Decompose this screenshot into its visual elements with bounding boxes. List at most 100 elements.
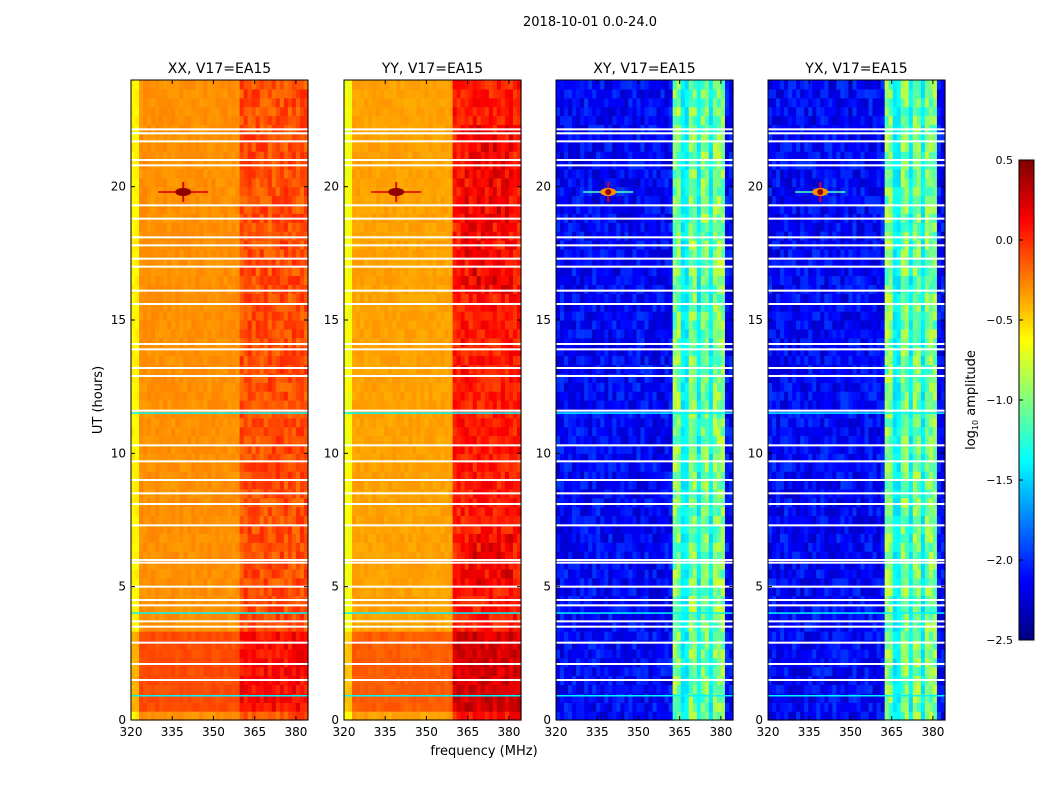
heatmap-cell [344, 711, 349, 720]
heatmap-cell [179, 320, 184, 329]
heatmap-cell [280, 98, 285, 107]
heatmap-cell [195, 569, 200, 578]
heatmap-cell [207, 693, 212, 702]
heatmap-cell [404, 338, 409, 347]
heatmap-cell [135, 658, 140, 667]
heatmap-cell [276, 284, 281, 293]
heatmap-cell [441, 569, 446, 578]
heatmap-cell [224, 231, 229, 240]
heatmap-cell [207, 667, 212, 676]
heatmap-cell [151, 382, 156, 391]
heatmap-cell [276, 507, 281, 516]
heatmap-cell [244, 684, 249, 693]
heatmap-cell [211, 320, 216, 329]
heatmap-cell [356, 356, 361, 365]
heatmap-cell [135, 364, 140, 373]
heatmap-cell [211, 284, 216, 293]
heatmap-cell [300, 631, 305, 640]
heatmap-cell [203, 436, 208, 445]
heatmap-cell [268, 498, 273, 507]
heatmap-cell [360, 480, 365, 489]
heatmap-cell [183, 560, 188, 569]
heatmap-cell [296, 373, 301, 382]
heatmap-cell [256, 356, 261, 365]
heatmap-cell [380, 542, 385, 551]
heatmap-cell [179, 116, 184, 125]
heatmap-cell [131, 373, 136, 382]
heatmap-cell [416, 338, 421, 347]
heatmap-cell [236, 284, 241, 293]
heatmap-cell [167, 98, 172, 107]
heatmap-cell [300, 667, 305, 676]
heatmap-cell [163, 640, 168, 649]
heatmap-cell [376, 462, 381, 471]
heatmap-cell [135, 400, 140, 409]
heatmap-cell [296, 498, 301, 507]
heatmap-cell [428, 569, 433, 578]
heatmap-cell [252, 631, 257, 640]
heatmap-cell [215, 187, 220, 196]
heatmap-cell [151, 658, 156, 667]
heatmap-cell [135, 107, 140, 116]
heatmap-cell [356, 427, 361, 436]
heatmap-cell [155, 329, 160, 338]
heatmap-cell [356, 338, 361, 347]
heatmap-cell [236, 427, 241, 436]
heatmap-cell [175, 507, 180, 516]
heatmap-cell [183, 284, 188, 293]
heatmap-cell [296, 320, 301, 329]
heatmap-cell [416, 320, 421, 329]
heatmap-cell [388, 693, 393, 702]
heatmap-cell [147, 293, 152, 302]
heatmap-cell [155, 356, 160, 365]
heatmap-cell [228, 542, 233, 551]
flagged-row [131, 562, 308, 564]
heatmap-cell [296, 311, 301, 320]
heatmap-cell [215, 329, 220, 338]
heatmap-cell [376, 116, 381, 125]
heatmap-cell [380, 364, 385, 373]
heatmap-cell [360, 533, 365, 542]
heatmap-cell [396, 480, 401, 489]
heatmap-cell [412, 693, 417, 702]
heatmap-cell [211, 276, 216, 285]
heatmap-cell [191, 222, 196, 231]
heatmap-cell [428, 436, 433, 445]
heatmap-cell [428, 542, 433, 551]
heatmap-cell [408, 542, 413, 551]
heatmap-cell [252, 187, 257, 196]
heatmap-cell [392, 702, 397, 711]
heatmap-cell [408, 533, 413, 542]
heatmap-cell [424, 418, 429, 427]
heatmap-cell [272, 187, 277, 196]
heatmap-cell [376, 169, 381, 178]
heatmap-cell [364, 640, 369, 649]
heatmap-cell [352, 427, 357, 436]
heatmap-cell [139, 382, 144, 391]
heatmap-cell [135, 169, 140, 178]
heatmap-cell [252, 693, 257, 702]
heatmap-cell [195, 436, 200, 445]
heatmap-cell [244, 427, 249, 436]
heatmap-cell [284, 658, 289, 667]
heatmap-cell [256, 427, 261, 436]
heatmap-cell [256, 418, 261, 427]
heatmap-cell [240, 427, 245, 436]
heatmap-cell [175, 693, 180, 702]
heatmap-cell [187, 702, 192, 711]
heatmap-cell [384, 658, 389, 667]
heatmap-cell [199, 542, 204, 551]
heatmap-cell [151, 196, 156, 205]
heatmap-cell [364, 702, 369, 711]
heatmap-cell [240, 649, 245, 658]
heatmap-cell [171, 516, 176, 525]
heatmap-cell [179, 267, 184, 276]
heatmap-cell [348, 507, 353, 516]
heatmap-cell [384, 693, 389, 702]
heatmap-cell [215, 560, 220, 569]
heatmap-cell [260, 196, 265, 205]
heatmap-cell [408, 382, 413, 391]
heatmap-cell [236, 276, 241, 285]
heatmap-cell [284, 418, 289, 427]
heatmap-cell [203, 693, 208, 702]
